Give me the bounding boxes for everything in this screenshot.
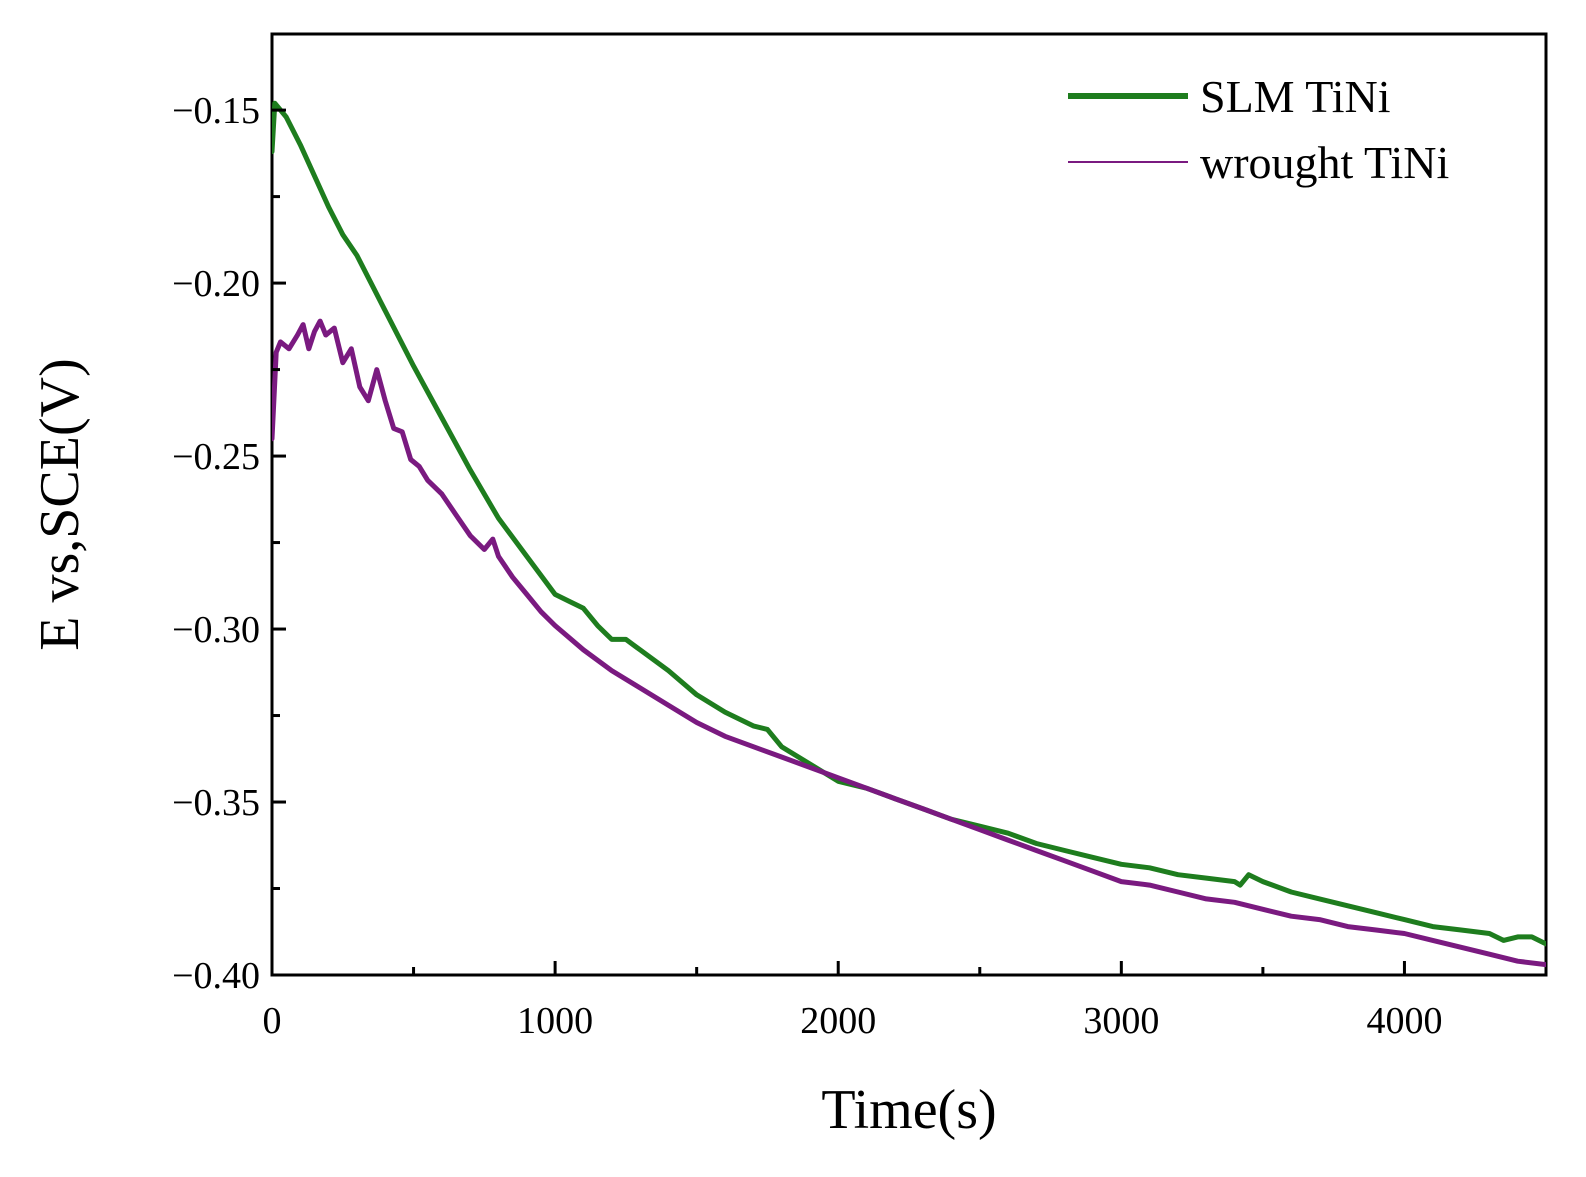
- y-tick-label: −0.30: [172, 609, 260, 651]
- plot-area: [270, 32, 1548, 977]
- y-tick-label: −0.40: [172, 955, 260, 997]
- x-tick-label: 1000: [517, 1000, 593, 1042]
- x-tick-label: 2000: [800, 1000, 876, 1042]
- axes-layer: 0 1000 2000 3000 4000 −0.40 −0.35 −0.30 −0.25 −0.…: [172, 90, 1442, 1042]
- y-tick-label: −0.35: [172, 782, 260, 824]
- legend-label-2: wrought TiNi: [1200, 137, 1449, 188]
- x-tick-label: 3000: [1083, 1000, 1159, 1042]
- plot-frame: [270, 32, 1548, 977]
- series-layer: [272, 100, 1546, 968]
- y-tick-label: −0.15: [172, 90, 260, 132]
- series-line-2: [272, 318, 1546, 968]
- y-tick-label: −0.20: [172, 263, 260, 305]
- y-axis-title: E vs,SCE(V): [29, 358, 91, 650]
- x-axis-title: Time(s): [821, 1079, 996, 1141]
- y-tick-label: −0.25: [172, 436, 260, 478]
- legend: SLM TiNi wrought TiNi: [1068, 71, 1449, 188]
- legend-label-1: SLM TiNi: [1200, 71, 1391, 122]
- x-tick-label: 0: [263, 1000, 282, 1042]
- x-tick-label: 4000: [1366, 1000, 1442, 1042]
